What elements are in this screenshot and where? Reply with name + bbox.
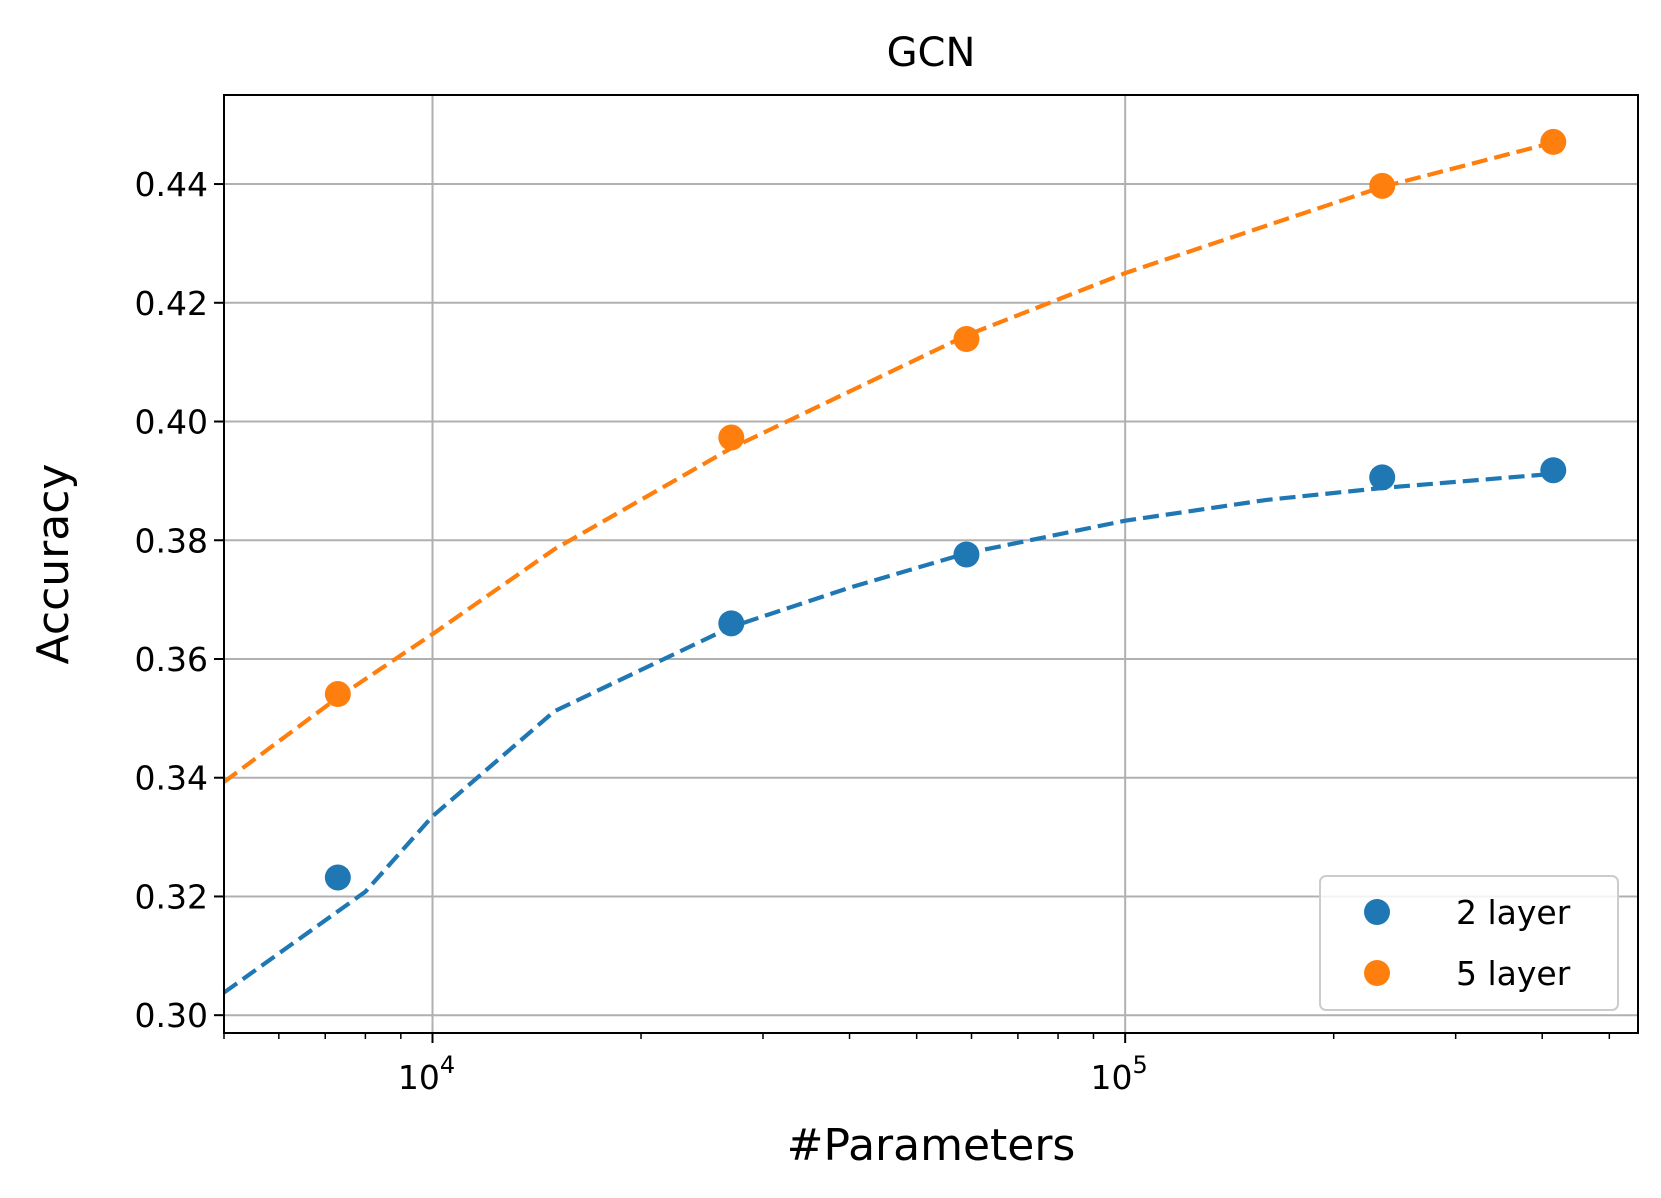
- x-tick-label: 105: [1091, 1051, 1148, 1097]
- axes-frame: [223, 94, 1639, 1034]
- data-points: [324, 128, 1567, 891]
- grid: [224, 95, 1638, 1033]
- legend-label-5-layer: 5 layer: [1456, 954, 1571, 993]
- x-tick-label: 104: [398, 1051, 455, 1097]
- legend: 2 layer 5 layer: [1319, 875, 1619, 1011]
- y-tick-label: 0.36: [135, 640, 208, 679]
- legend-box: [1319, 875, 1619, 1011]
- y-tick-label: 0.40: [135, 403, 208, 442]
- data-point: [1540, 128, 1567, 155]
- legend-marker-2-layer: [1364, 899, 1390, 925]
- fit-lines: [222, 140, 1554, 995]
- data-point: [1369, 464, 1396, 491]
- chart-title: GCN: [887, 30, 976, 76]
- data-point: [953, 541, 980, 568]
- data-point: [718, 610, 745, 637]
- data-point: [1369, 172, 1396, 199]
- legend-label-2-layer: 2 layer: [1456, 893, 1571, 932]
- legend-marker-5-layer: [1364, 960, 1390, 986]
- x-axis-label: #Parameters: [787, 1120, 1076, 1171]
- y-tick-label: 0.44: [135, 165, 208, 204]
- y-tick-label: 0.30: [135, 996, 208, 1035]
- data-point: [324, 681, 351, 708]
- fit-line-series-2: [222, 140, 1554, 784]
- data-point: [324, 864, 351, 891]
- y-tick-label: 0.32: [135, 877, 208, 916]
- y-axis-label: Accuracy: [28, 464, 79, 665]
- data-point: [1540, 457, 1567, 484]
- y-tick-label: 0.34: [135, 759, 208, 798]
- data-point: [718, 424, 745, 451]
- fit-line-series-1: [222, 471, 1554, 995]
- ticks: 0.30 0.32 0.34 0.36 0.38 0.40 0.42 0.44 104 105: [135, 165, 1611, 1097]
- data-point: [953, 325, 980, 352]
- y-tick-label: 0.38: [135, 521, 208, 560]
- y-tick-label: 0.42: [135, 284, 208, 323]
